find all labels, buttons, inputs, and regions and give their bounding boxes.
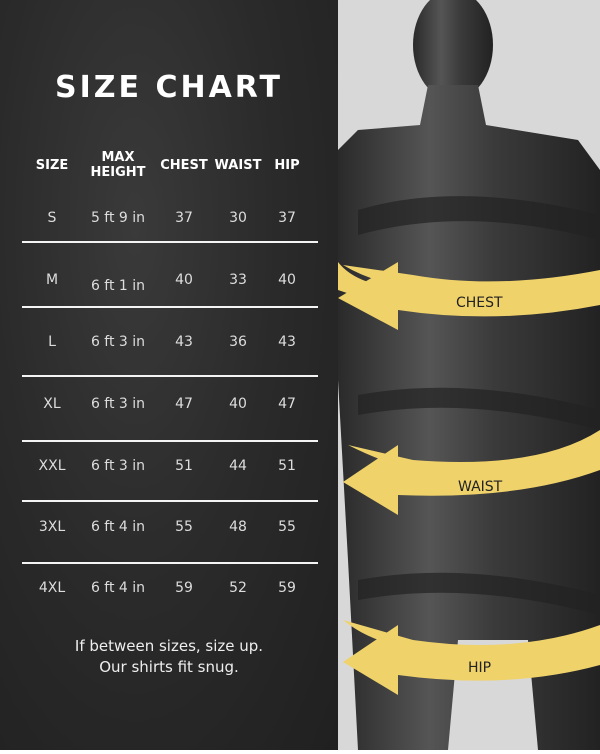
page-title: SIZE CHART [54,70,284,105]
waist-arrow-icon [343,430,600,515]
table-cell: 6 ft 3 in [90,396,146,412]
table-cell: 55 [175,519,193,535]
mannequin-diagram: CHEST WAIST HIP [338,0,600,750]
column-header: HIP [274,158,300,173]
table-cell: 55 [278,519,296,535]
table-cell: 4XL [38,580,66,596]
table-cell: 6 ft 1 in [90,278,146,294]
table-cell: 30 [229,210,247,226]
table-cell: 52 [229,580,247,596]
table-cell: S [47,210,57,226]
note-line: If between sizes, size up. [74,637,264,655]
table-cell: 44 [229,458,247,474]
row-divider [22,562,318,564]
table-cell: 43 [175,334,193,350]
waist-label: WAIST [458,479,503,495]
table-cell: 59 [175,580,193,596]
table-cell: 3XL [38,519,66,535]
table-cell: 6 ft 4 in [90,519,146,535]
column-header: WAIST [214,158,262,173]
column-header: SIZE [35,158,69,173]
chest-label: CHEST [456,295,503,311]
table-cell: 36 [229,334,247,350]
table-cell: 37 [278,210,296,226]
table-cell: 47 [278,396,296,412]
table-cell: 37 [175,210,193,226]
table-cell: M [45,272,59,288]
table-cell: 51 [175,458,193,474]
table-cell: 6 ft 3 in [90,334,146,350]
table-cell: 51 [278,458,296,474]
mannequin-illustration [338,0,600,750]
table-cell: 6 ft 3 in [90,458,146,474]
table-cell: L [48,334,56,350]
table-cell: 33 [229,272,247,288]
table-cell: 6 ft 4 in [90,580,146,596]
row-divider [22,306,318,308]
row-divider [22,500,318,502]
table-cell: 40 [175,272,193,288]
fit-note: If between sizes, size up. Our shirts fi… [0,636,338,678]
table-cell: 43 [278,334,296,350]
row-divider [22,375,318,377]
table-cell: 47 [175,396,193,412]
note-line: Our shirts fit snug. [99,658,239,676]
size-chart-panel: SIZE CHART SIZE MAX HEIGHT CHEST WAIST HIP S 5… [0,0,338,750]
table-cell: 48 [229,519,247,535]
table-cell: XL [43,396,61,412]
column-header: MAX HEIGHT [90,150,146,180]
table-cell: 40 [278,272,296,288]
column-header: CHEST [160,158,208,173]
table-cell: XXL [38,458,66,474]
hip-arrow-icon [343,620,600,695]
table-cell: 5 ft 9 in [90,210,146,226]
hip-label: HIP [468,660,492,676]
table-cell: 59 [278,580,296,596]
row-divider [22,241,318,243]
table-cell: 40 [229,396,247,412]
row-divider [22,440,318,442]
chest-arrow-icon [338,262,600,330]
